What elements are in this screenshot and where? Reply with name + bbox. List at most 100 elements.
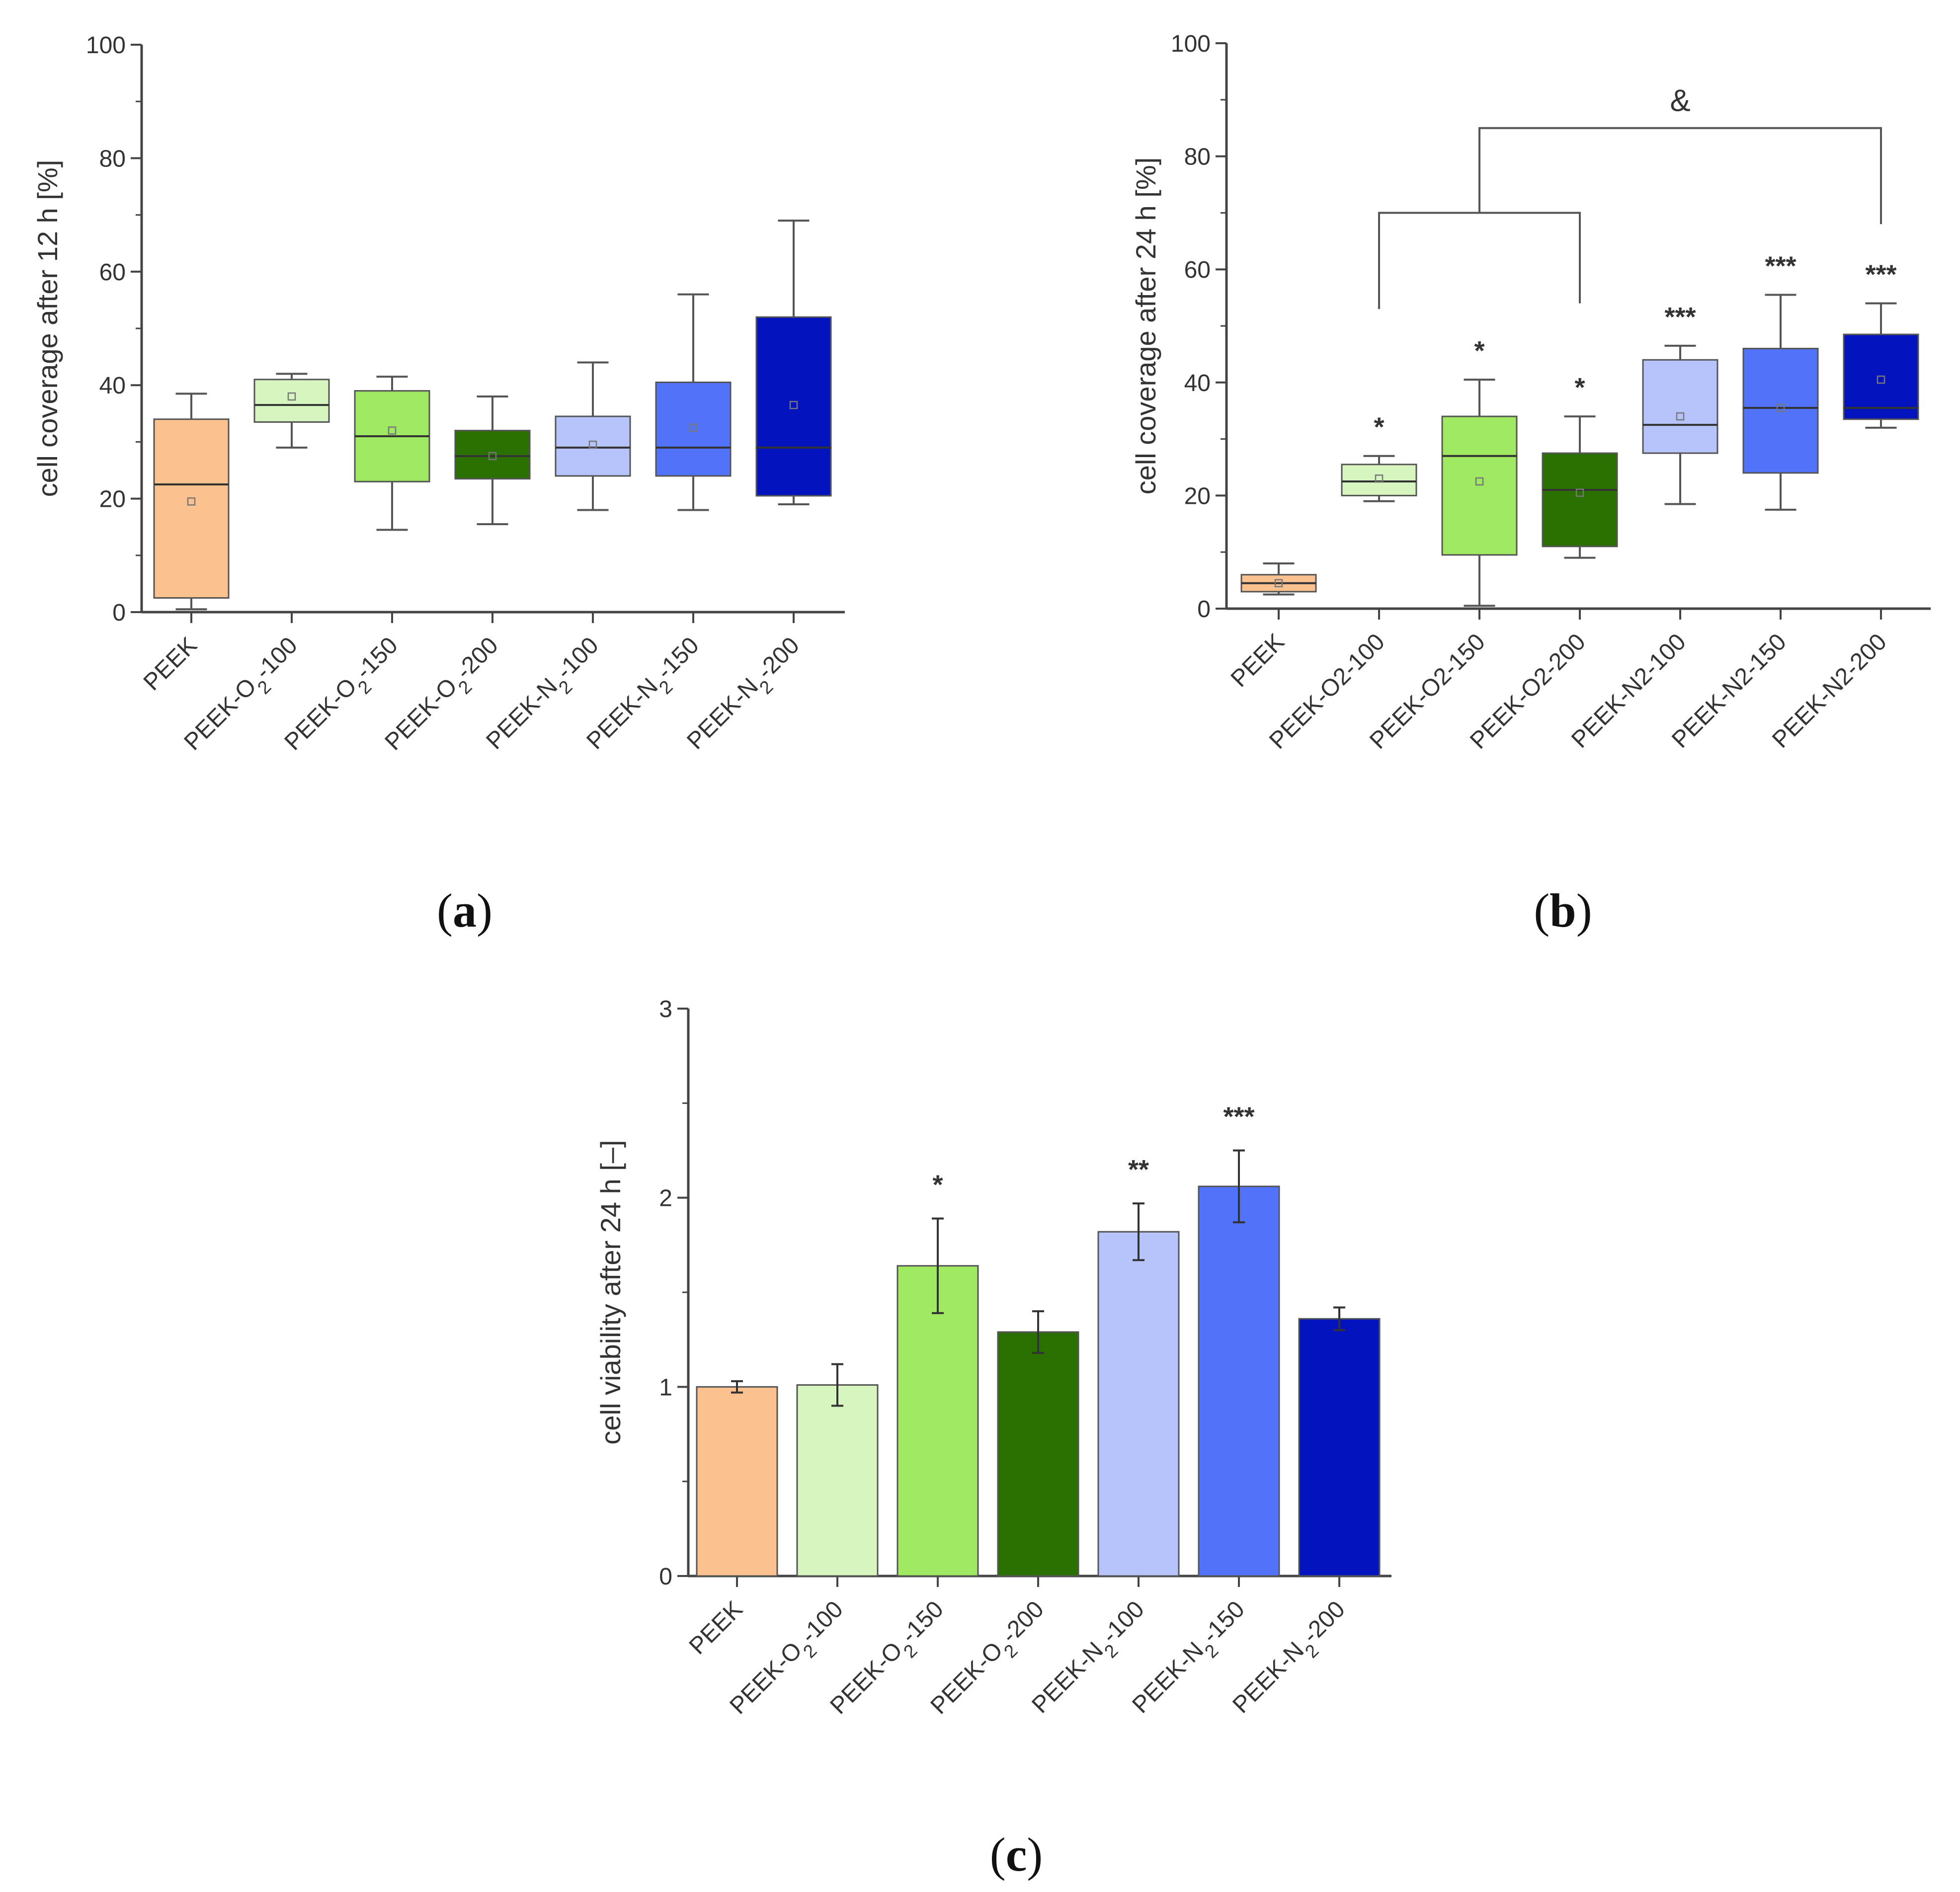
box-PEEK-N2-200: [1843, 333, 1919, 420]
bar-PEEK: [696, 1386, 778, 1577]
x-tick-label-part: -100: [796, 1596, 848, 1648]
significance-PEEK-O2-200: *: [1574, 373, 1585, 402]
x-tick-label-part: -200: [451, 632, 503, 684]
y-tick-label: 20: [99, 486, 126, 513]
mean-marker-PEEK-N2-200: [1877, 375, 1885, 384]
bar-PEEK-N2-100: [1097, 1231, 1180, 1577]
x-tick-label-part: -150: [896, 1596, 948, 1648]
significance-PEEK-N2-100: **: [1128, 1155, 1149, 1184]
y-tick-label: 40: [99, 373, 126, 399]
panel-label-b: (b): [1534, 884, 1592, 937]
x-tick-label-part: PEEK-O: [926, 1637, 1008, 1720]
x-tick-label-part: -200: [1298, 1596, 1350, 1648]
bar-PEEK-O2-150: [897, 1265, 979, 1577]
chart-b: 0 20 40 60 80 100 cell coverage after 24 h [%]…: [1130, 31, 1931, 754]
x-tick-label-part: PEEK-O: [380, 673, 463, 756]
bracket-symbol: &: [1670, 84, 1690, 118]
y-tick-label: 0: [1197, 596, 1211, 623]
y-axis-label: cell coverage after 24 h [%]: [1130, 158, 1161, 495]
significance-PEEK-O2-150: *: [1474, 336, 1484, 366]
bar-PEEK-N2-200: [1298, 1318, 1381, 1577]
bar-PEEK-O2-100: [796, 1384, 879, 1577]
mean-marker-PEEK-O2-150: [388, 426, 397, 435]
x-tick-label-part: PEEK-O: [825, 1637, 908, 1720]
x-tick-label-part: PEEK-N: [1027, 1637, 1108, 1719]
x-tick-label-part: PEEK-N: [1127, 1637, 1209, 1719]
mean-marker-PEEK-O2-100: [1375, 474, 1384, 483]
bar-PEEK-O2-200: [997, 1331, 1079, 1577]
x-tick-label-part: -100: [250, 632, 302, 684]
significance-PEEK-N2-150: ***: [1223, 1102, 1254, 1132]
mean-marker-PEEK-N2-150: [689, 423, 698, 432]
mean-marker-PEEK-O2-100: [287, 392, 296, 401]
mean-marker-PEEK-O2-200: [1575, 488, 1584, 497]
significance-PEEK-N2-150: ***: [1765, 251, 1796, 281]
x-tick-label-part: PEEK-O: [179, 673, 262, 756]
mean-marker-PEEK-O2-150: [1475, 477, 1484, 486]
x-tick-label-part: -100: [551, 632, 603, 684]
x-tick-label-part: PEEK-O: [280, 673, 362, 756]
box-PEEK-N2-100: [555, 415, 631, 477]
x-tick-label-part: PEEK-N: [682, 673, 763, 755]
y-tick-label: 80: [99, 146, 126, 172]
x-tick-label-part: PEEK-O: [725, 1637, 808, 1720]
y-tick-label: 60: [99, 259, 126, 286]
x-tick-label-part: PEEK-N: [481, 673, 563, 755]
significance-PEEK-N2-100: ***: [1664, 302, 1696, 332]
box-PEEK-O2-100: [1341, 464, 1417, 496]
y-tick-label: 40: [1184, 370, 1211, 396]
significance-PEEK-O2-150: *: [932, 1170, 943, 1200]
bracket-comparison: [1478, 127, 1882, 225]
x-tick-label-part: PEEK: [684, 1596, 748, 1659]
chart-a: 0 20 40 60 80 100 cell coverage after 12 h [%]…: [32, 32, 845, 756]
x-tick-label-part: -200: [752, 632, 804, 684]
y-axis-label: cell coverage after 12 h [%]: [32, 160, 63, 497]
mean-marker-PEEK-N2-150: [1776, 403, 1785, 412]
y-tick-label: 1: [659, 1374, 672, 1401]
mean-marker-PEEK: [187, 497, 196, 506]
bar-PEEK-N2-150: [1198, 1185, 1280, 1577]
x-tick-label-part: -150: [1197, 1596, 1249, 1648]
box-PEEK-O2-200: [454, 430, 531, 480]
box-PEEK-O2-150: [1441, 415, 1518, 556]
x-tick-label-part: -150: [652, 632, 704, 684]
mean-marker-PEEK: [1274, 579, 1283, 588]
x-tick-label-part: PEEK-N: [581, 673, 663, 755]
box-PEEK-N2-150: [1742, 348, 1819, 474]
significance-PEEK-N2-200: ***: [1865, 259, 1896, 289]
y-tick-label: 80: [1184, 144, 1211, 170]
box-PEEK-O2-100: [253, 379, 330, 423]
y-tick-label: 0: [659, 1564, 672, 1590]
x-tick-label-part: -100: [1097, 1596, 1149, 1648]
mean-marker-PEEK-N2-100: [1676, 412, 1685, 421]
y-tick-label: 3: [659, 996, 672, 1023]
x-tick-label-part: -150: [350, 632, 403, 684]
mean-marker-PEEK-N2-100: [588, 440, 597, 449]
x-tick-label: PEEK: [1226, 629, 1290, 692]
y-tick-label: 60: [1184, 257, 1211, 283]
x-tick-label-part: PEEK: [1226, 629, 1290, 692]
x-tick-label-part: -200: [996, 1596, 1049, 1648]
y-tick-label: 0: [112, 600, 126, 626]
box-PEEK-N2-200: [755, 316, 832, 497]
y-tick-label: 100: [1171, 31, 1211, 57]
x-tick-label-part: PEEK-N: [1227, 1637, 1309, 1719]
box-PEEK-N2-100: [1642, 359, 1718, 454]
y-tick-label: 2: [659, 1185, 672, 1212]
y-tick-label: 100: [86, 32, 126, 59]
y-tick-label: 20: [1184, 483, 1211, 509]
box-PEEK: [153, 418, 230, 599]
box-PEEK-N2-150: [655, 381, 732, 477]
bracket-group-o2: [1378, 212, 1581, 309]
significance-PEEK-O2-100: *: [1374, 412, 1384, 442]
x-tick-label-part: PEEK: [139, 632, 202, 696]
panel-label-c: (c): [990, 1828, 1043, 1881]
y-axis-label: cell viability after 24 h [–]: [595, 1140, 626, 1444]
panel-label-a: (a): [437, 884, 492, 937]
x-tick-label: PEEK: [684, 1596, 748, 1659]
x-tick-label: PEEK: [139, 632, 202, 696]
box-PEEK-O2-200: [1542, 452, 1618, 548]
mean-marker-PEEK-O2-200: [488, 452, 497, 461]
